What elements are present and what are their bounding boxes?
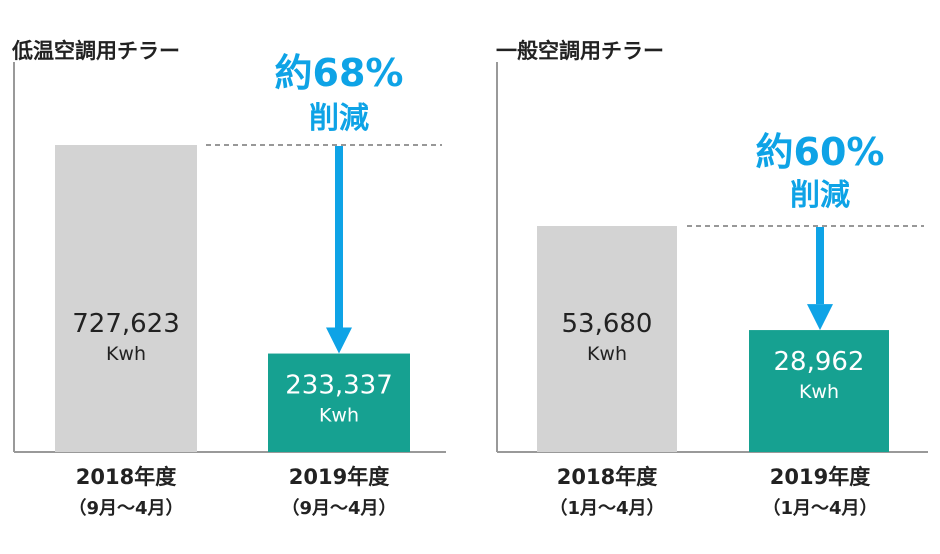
chart2-reduction-label: 約60% — [756, 130, 885, 174]
chart2-value-label-1: 53,680 — [562, 309, 653, 339]
chart1-category-sublabel-1: （9月～4月） — [68, 498, 183, 519]
chart1-bar-before — [55, 145, 197, 452]
chart1-category-label-1: 2018年度 — [76, 465, 176, 489]
chart2-value-label-2: 28,962 — [774, 347, 865, 377]
chart1-arrow-shaft — [335, 146, 343, 328]
chart1-unit-label-1: Kwh — [106, 343, 146, 365]
chart1-arrow-head — [326, 327, 352, 354]
chart2-category-label-2: 2019年度 — [770, 465, 870, 489]
chart2-arrow-head — [807, 304, 833, 331]
chart2-category-label-1: 2018年度 — [557, 465, 657, 489]
chart1-unit-label-2: Kwh — [319, 405, 359, 427]
chart2-arrow-shaft — [816, 227, 824, 305]
chart1-reduction-word: 削減 — [309, 101, 369, 136]
chart2-category-sublabel-1: （1月～4月） — [549, 498, 664, 519]
chart1-value-label-2: 233,337 — [285, 371, 393, 401]
chart2-unit-label-1: Kwh — [587, 343, 627, 365]
chart2-unit-label-2: Kwh — [799, 381, 839, 403]
chart1-category-sublabel-2: （9月～4月） — [281, 498, 396, 519]
chart1-title: 低温空調用チラー — [11, 39, 180, 63]
chart2-category-sublabel-2: （1月～4月） — [762, 498, 877, 519]
chart1-category-label-2: 2019年度 — [289, 465, 389, 489]
chart2-bar-after — [749, 330, 889, 452]
chart2-bar-before — [537, 226, 677, 452]
chart1-bar-after — [268, 353, 410, 452]
chart1-reduction-label: 約68% — [275, 51, 404, 95]
chart1-value-label-1: 727,623 — [72, 309, 180, 339]
chart2-reduction-word: 削減 — [790, 178, 850, 213]
chart2-title: 一般空調用チラー — [496, 39, 664, 63]
